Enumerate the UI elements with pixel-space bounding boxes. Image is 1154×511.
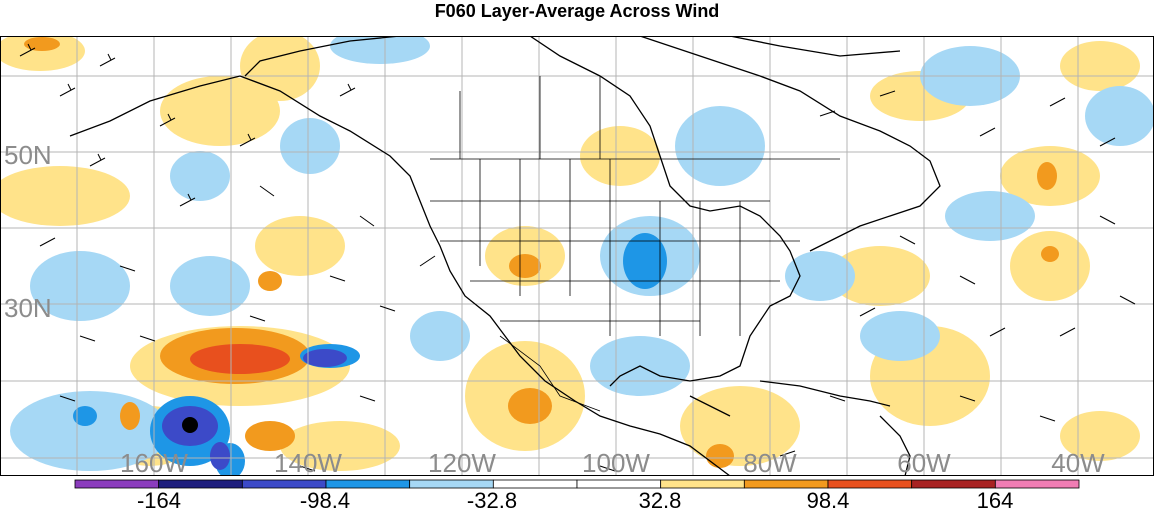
lat-label-50n: 50N — [4, 140, 52, 170]
colorbar-swatch — [911, 479, 996, 489]
colorbar-swatch — [576, 479, 662, 489]
lon-label-120w: 120W — [428, 448, 496, 476]
colorbar-swatch — [660, 479, 745, 489]
colorbar-swatch — [492, 479, 578, 489]
lon-label-40w: 40W — [1051, 448, 1105, 476]
colorbar-swatch — [827, 479, 913, 489]
colorbar-tick-label: 32.8 — [639, 488, 682, 511]
colorbar-tick-label: 98.4 — [807, 488, 850, 511]
colorbar-swatch — [325, 479, 411, 489]
colorbar-swatch — [158, 479, 243, 489]
colorbar-tick-label: 164 — [977, 488, 1014, 511]
colorbar-swatch — [74, 479, 160, 489]
lon-label-60w: 60W — [897, 448, 951, 476]
storm-center-marker — [182, 417, 198, 433]
colorbar-swatches — [74, 479, 1080, 489]
colorbar-swatch — [241, 479, 327, 489]
colorbar-swatch — [743, 479, 829, 489]
political-borders — [430, 76, 840, 412]
colorbar: -164 -98.4 -32.8 32.8 98.4 164 — [74, 479, 1080, 511]
lon-label-160w: 160W — [120, 448, 188, 476]
graticule — [0, 36, 1154, 476]
colorbar-swatch — [994, 479, 1080, 489]
lat-label-30n: 30N — [4, 293, 52, 323]
lon-label-100w: 100W — [582, 448, 650, 476]
colorbar-labels: -164 -98.4 -32.8 32.8 98.4 164 — [137, 488, 1013, 511]
chart-title: F060 Layer-Average Across Wind — [434, 1, 720, 21]
map-panel: 50N 30N 160W 140W 120W 100W 80W 60W 40W — [0, 36, 1154, 476]
wind-barbs — [19, 43, 1136, 472]
lon-label-80w: 80W — [743, 448, 797, 476]
lon-label-140w: 140W — [274, 448, 342, 476]
colorbar-tick-label: -98.4 — [300, 488, 350, 511]
colorbar-swatch — [409, 479, 494, 489]
colorbar-tick-label: -164 — [137, 488, 181, 511]
colorbar-tick-label: -32.8 — [467, 488, 517, 511]
coastlines — [69, 36, 941, 476]
